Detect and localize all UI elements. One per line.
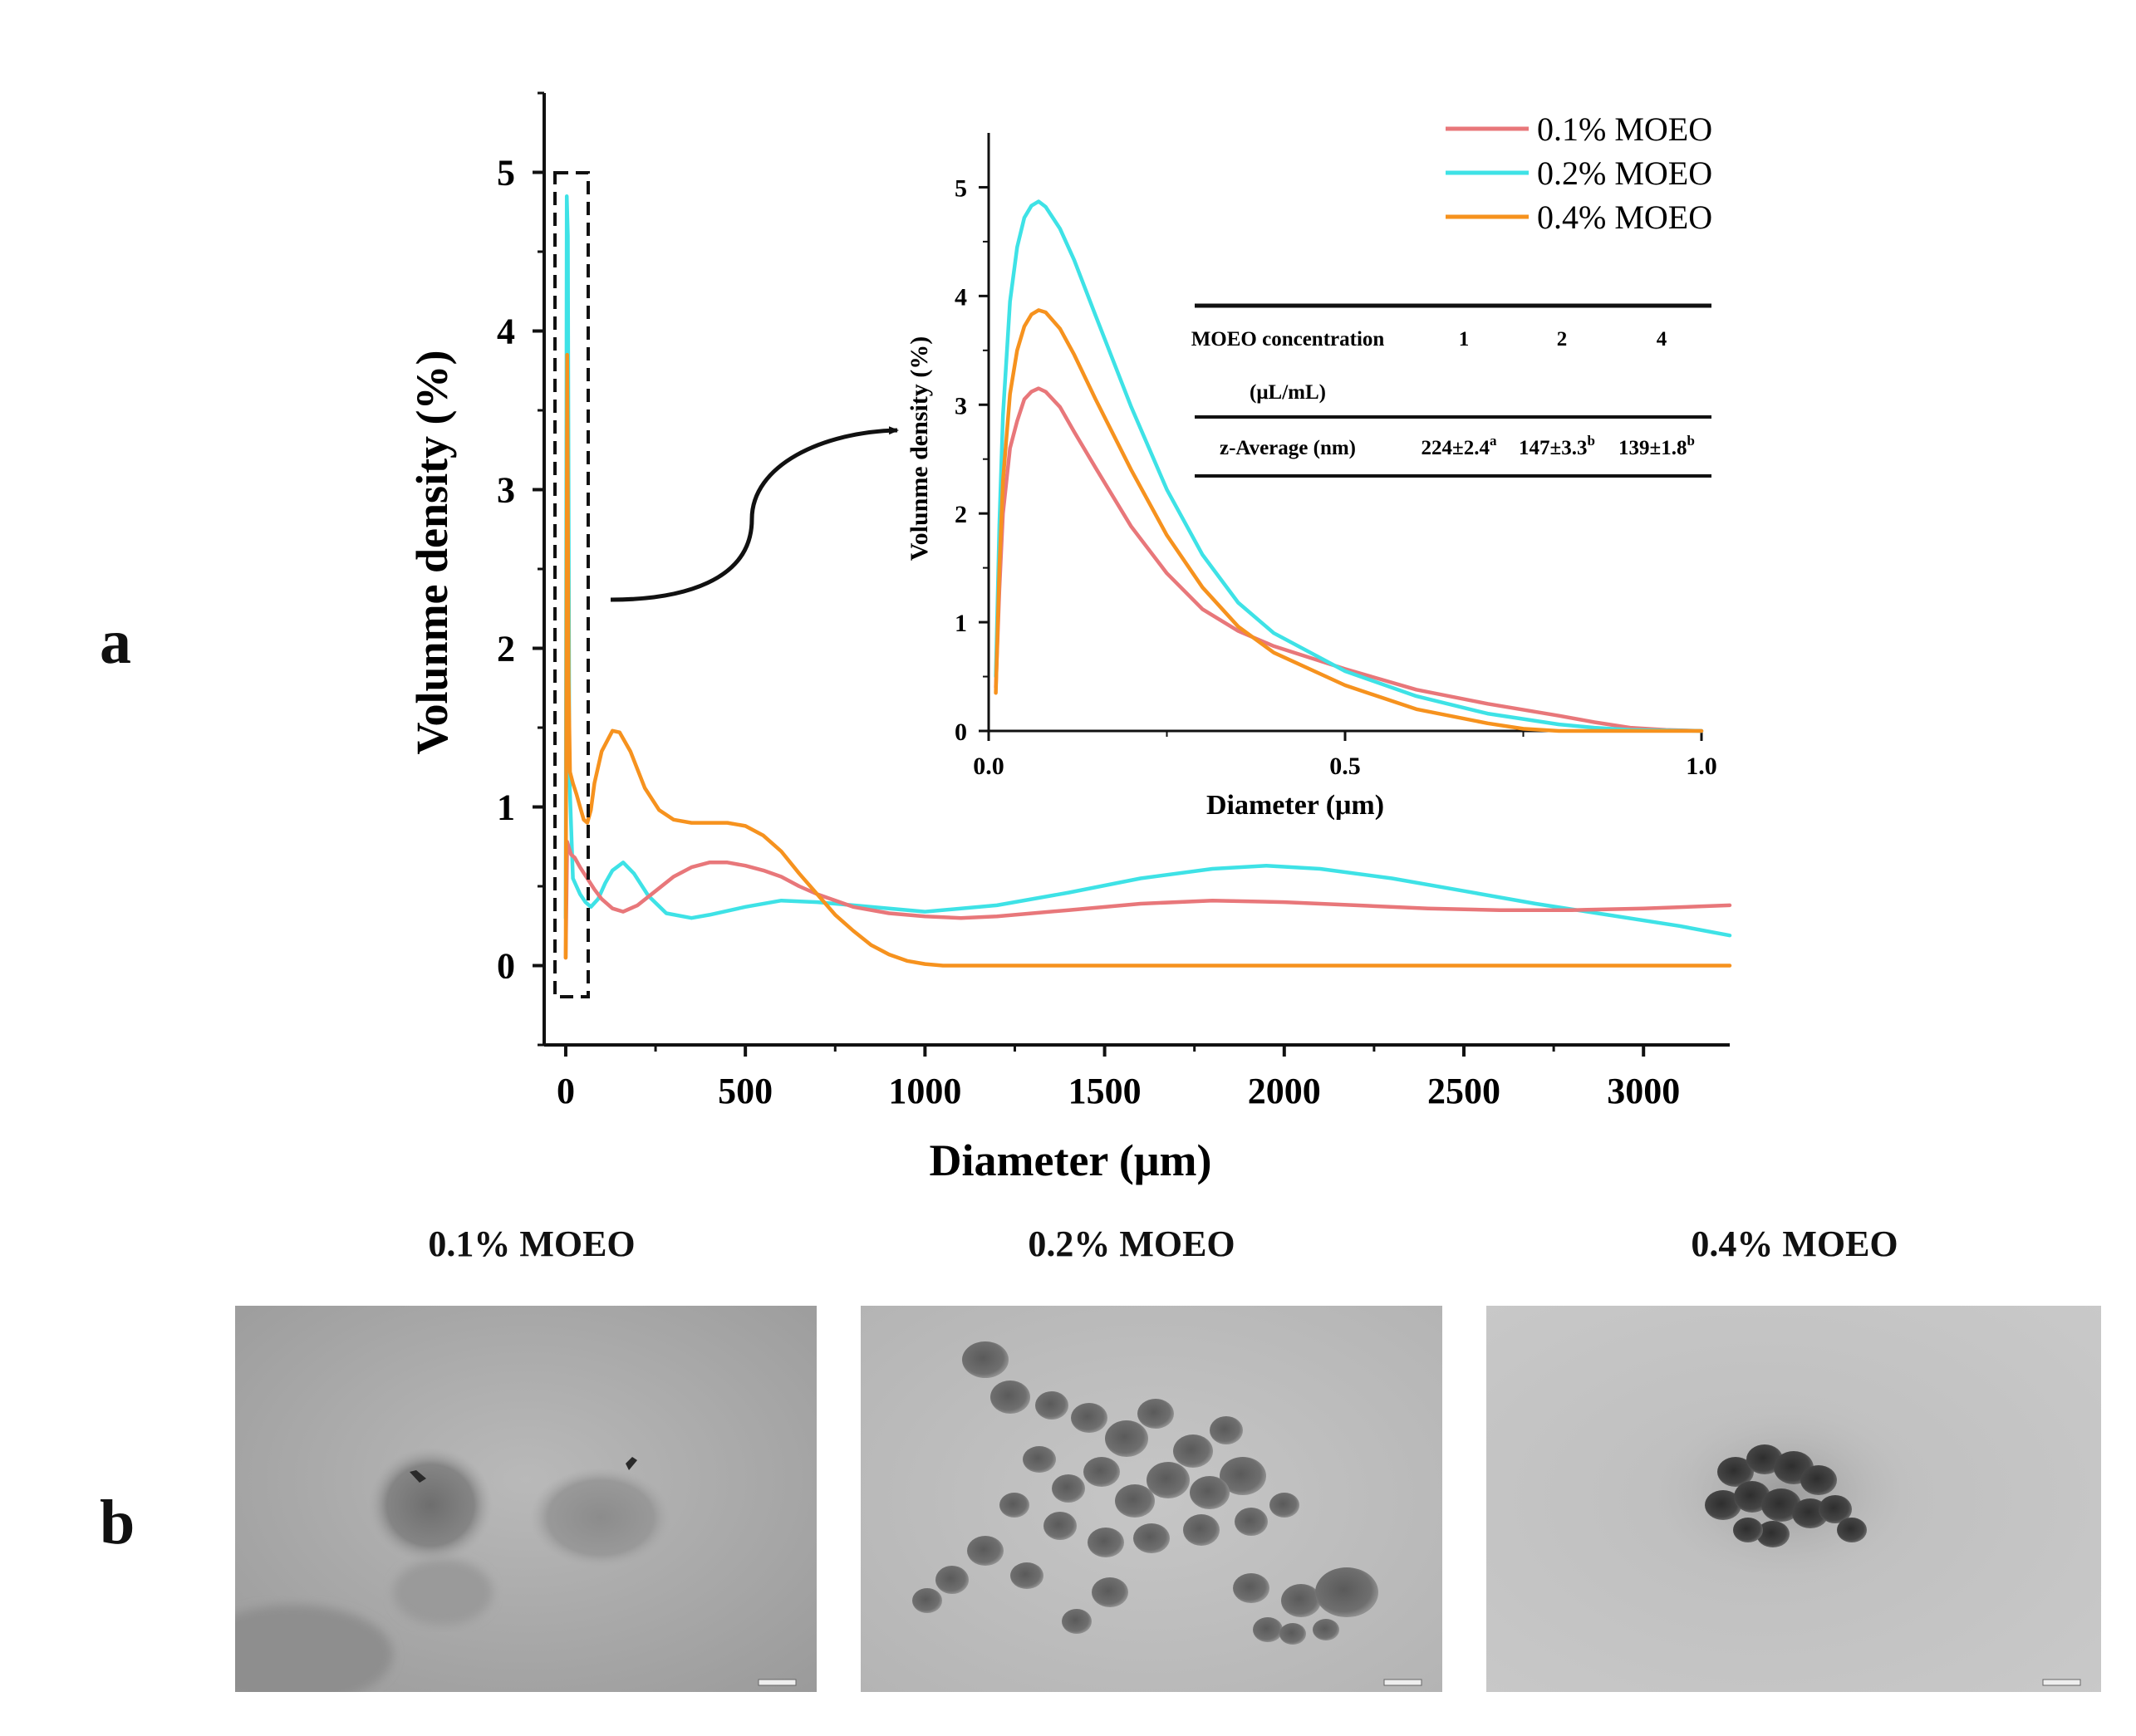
inset-x-tick-label: 0.5	[1329, 753, 1361, 780]
table-header-cell: 4	[1657, 328, 1667, 351]
main-x-tick-label: 1500	[1068, 1071, 1142, 1111]
inset-y-tick-label: 1	[955, 610, 967, 637]
micrograph-title-2: 0.2% MOEO	[1028, 1224, 1235, 1264]
main-y-tick-label: 1	[497, 787, 515, 828]
zoom-arrow	[610, 426, 899, 602]
inset-x-tick-label: 1.0	[1686, 753, 1717, 780]
tem-micrograph-0.4	[1486, 1306, 2101, 1692]
main-x-tick-label: 3000	[1607, 1071, 1680, 1111]
legend-entry: 0.1% MOEO	[1537, 110, 1712, 148]
main-y-axis-label: Volunme density (%)	[407, 350, 457, 754]
main-series-line	[563, 194, 1732, 938]
main-y-tick-label: 4	[497, 311, 515, 352]
table-cell-value: 147±3.3	[1519, 437, 1587, 459]
table-header-cell: 1	[1459, 328, 1470, 351]
table-cell-superscript: b	[1687, 433, 1695, 449]
inset-series-line	[994, 386, 1704, 733]
inset-y-tick-label: 5	[955, 174, 967, 202]
inset-x-axis-label: Diameter (μm)	[1206, 790, 1384, 821]
main-y-tick-label: 2	[497, 629, 515, 669]
table-header-unit: (μL/mL)	[1250, 381, 1326, 404]
main-series-line	[563, 352, 1732, 968]
inset-y-tick-label: 4	[955, 283, 967, 311]
panel-a-letter: a	[100, 607, 131, 677]
inset-y-tick-label: 0	[955, 718, 967, 746]
main-series-line	[563, 840, 1732, 960]
table-cell: 147±3.3b	[1519, 433, 1595, 459]
tem-micrograph-0.1	[235, 1306, 817, 1692]
panel-b-letter: b	[100, 1488, 135, 1557]
micrograph-title-1: 0.1% MOEO	[428, 1224, 636, 1264]
zoom-region-box	[553, 171, 590, 998]
table-cell-value: 139±1.8	[1618, 437, 1687, 459]
inset-chart: 0 1 2 3 4 5 0.0 0.5 1.0 Diameter (μm) Volunme dens…	[906, 133, 1717, 821]
table-cell: 139±1.8b	[1618, 433, 1695, 459]
main-x-tick-label: 500	[718, 1071, 773, 1111]
inset-series-line	[994, 308, 1704, 733]
table-row-label: z-Average (nm)	[1220, 437, 1356, 459]
main-y-tick-label: 5	[497, 153, 515, 194]
table-cell-value: 224±2.4	[1422, 437, 1490, 459]
main-chart: 0 1 2 3 4 5 0 500 1000 1500 2000 2500 3000 Diameter (…	[407, 91, 1732, 1185]
table-header-cell: 2	[1557, 328, 1568, 351]
micrograph-title-3: 0.4% MOEO	[1691, 1224, 1898, 1264]
inset-y-tick-label: 2	[955, 501, 967, 528]
main-x-tick-label: 0	[557, 1071, 575, 1111]
inset-y-tick-label: 3	[955, 392, 967, 419]
main-y-tick-label: 3	[497, 470, 515, 511]
legend-entry: 0.4% MOEO	[1537, 199, 1712, 236]
inset-series-line	[994, 199, 1704, 733]
inset-x-tick-label: 0.0	[973, 753, 1004, 780]
table-cell-superscript: a	[1490, 433, 1497, 449]
tem-micrograph-0.2	[861, 1306, 1442, 1692]
main-x-tick-label: 1000	[888, 1071, 961, 1111]
table-cell-superscript: b	[1588, 433, 1595, 449]
table-header-label: MOEO concentration	[1191, 328, 1385, 351]
main-x-tick-label: 2500	[1427, 1071, 1500, 1111]
legend-entry: 0.2% MOEO	[1537, 154, 1712, 192]
figure-canvas: 0 1 2 3 4 5 0 500 1000 1500 2000 2500 3000 Diameter (…	[407, 91, 1732, 1185]
inset-y-axis-label: Volunme density (%)	[906, 336, 933, 562]
main-y-tick-label: 0	[497, 946, 515, 987]
table-cell: 224±2.4a	[1422, 433, 1497, 459]
main-x-tick-label: 2000	[1248, 1071, 1321, 1111]
main-x-axis-label: Diameter (μm)	[930, 1135, 1212, 1185]
